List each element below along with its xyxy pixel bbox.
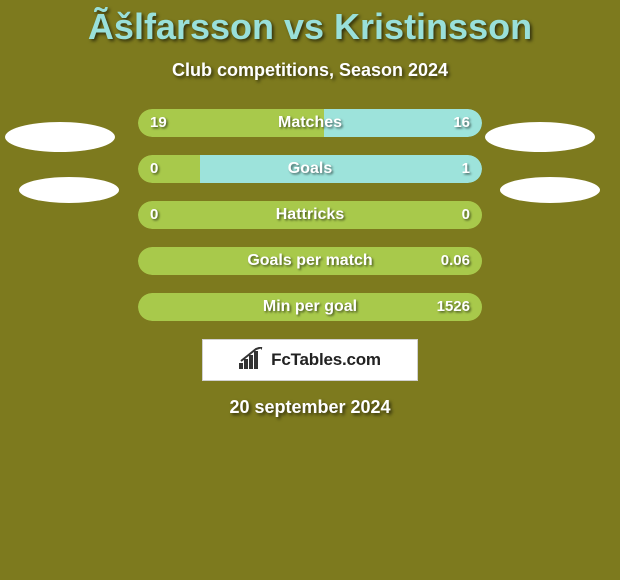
stat-label: Min per goal <box>138 293 482 321</box>
decorative-ellipse <box>500 177 600 203</box>
stat-row: 1916Matches <box>138 109 482 137</box>
brand-logo-icon <box>239 347 265 374</box>
stat-rows: 1916Matches 01Goals 00Hattricks 0.06Goals p… <box>138 109 482 321</box>
stat-label: Goals <box>138 155 482 183</box>
comparison-infographic: Ãšlfarsson vs Kristinsson Club competiti… <box>0 0 620 580</box>
stat-label: Matches <box>138 109 482 137</box>
page-title: Ãšlfarsson vs Kristinsson <box>0 0 620 48</box>
date-text: 20 september 2024 <box>0 397 620 418</box>
brand-text: FcTables.com <box>271 350 381 370</box>
stat-label: Hattricks <box>138 201 482 229</box>
stat-row: 00Hattricks <box>138 201 482 229</box>
subtitle: Club competitions, Season 2024 <box>0 60 620 81</box>
brand-box: FcTables.com <box>202 339 418 381</box>
stat-row: 0.06Goals per match <box>138 247 482 275</box>
decorative-ellipse <box>5 122 115 152</box>
decorative-ellipse <box>485 122 595 152</box>
decorative-ellipse <box>19 177 119 203</box>
stat-label: Goals per match <box>138 247 482 275</box>
stat-row: 1526Min per goal <box>138 293 482 321</box>
stat-row: 01Goals <box>138 155 482 183</box>
